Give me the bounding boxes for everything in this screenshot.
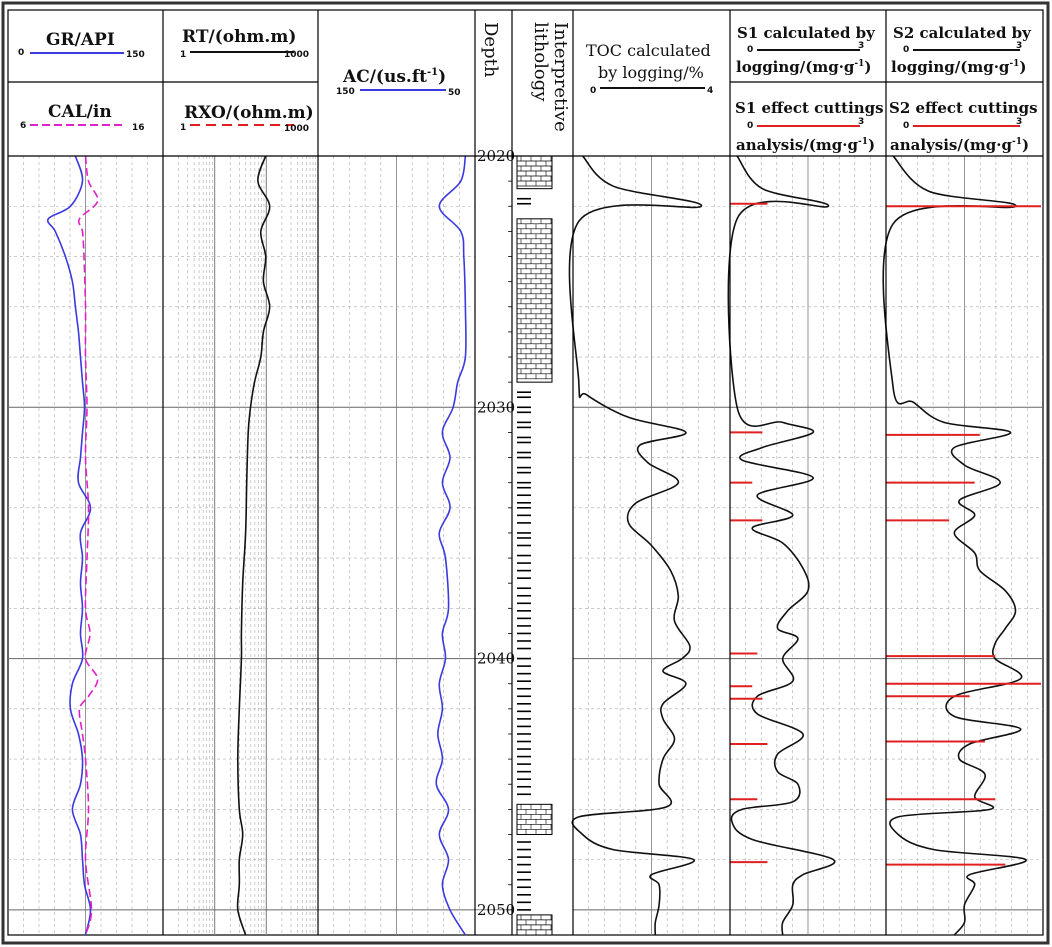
s2-title-2-sup: -1	[1009, 59, 1019, 69]
s2-curve	[882, 155, 1027, 936]
s1e-max: 3	[858, 117, 864, 127]
toc-min: 0	[590, 86, 596, 96]
s1-title-2: logging/(mg·g-1)	[736, 58, 872, 76]
s1-max: 3	[858, 41, 864, 51]
s1-title-1: S1 calculated by	[737, 24, 876, 42]
ac-max: 50	[448, 88, 461, 98]
gr-cal-curve	[46, 155, 92, 936]
s1-curve	[727, 155, 836, 936]
s2e-title-2-close: )	[1022, 136, 1029, 154]
s1e-min: 0	[747, 121, 753, 131]
s1-title-2-close: )	[864, 58, 871, 76]
s1e-title-2: analysis/(mg·g-1)	[736, 136, 875, 154]
s2-min: 0	[903, 45, 909, 55]
curve-layer	[46, 155, 1041, 936]
s2e-title-2-main: analysis/(mg·g	[890, 136, 1013, 154]
lithology-block	[516, 218, 553, 383]
s2e-min: 0	[903, 121, 909, 131]
s1-title-2-main: logging/(mg·g	[736, 58, 855, 76]
ac-label-sup: -1	[427, 67, 438, 78]
ac-label-end: )	[438, 67, 446, 87]
s1-min: 0	[747, 45, 753, 55]
ac-label-main: AC/(us.ft	[342, 67, 427, 87]
rt-max: 1000	[284, 50, 309, 60]
s2e-title-2: analysis/(mg·g-1)	[890, 136, 1029, 154]
s2-max: 3	[1016, 41, 1022, 51]
ac-min: 150	[336, 87, 355, 97]
rt-rxo-curve	[236, 155, 271, 936]
rxo-label: RXO/(ohm.m)	[184, 103, 314, 123]
ac-curve	[435, 155, 467, 936]
track-separators	[162, 10, 887, 935]
s2e-title-2-sup: -1	[1012, 137, 1022, 147]
toc-title-1: TOC calculated	[586, 41, 711, 60]
gr-label: GR/API	[46, 30, 115, 50]
cal-label: CAL/in	[48, 102, 112, 122]
s1e-title-2-close: )	[868, 136, 875, 154]
ac-label: AC/(us.ft-1)	[342, 67, 446, 87]
lithology-header-2: lithology	[530, 22, 551, 102]
lithology-header-1: Interpretive	[550, 22, 571, 132]
toc-title-2: by logging/%	[598, 63, 704, 82]
rxo-min: 1	[180, 123, 186, 133]
s2e-title-1: S2 effect cuttings	[889, 99, 1038, 117]
s2-title-2: logging/(mg·g-1)	[891, 58, 1027, 76]
rt-min: 1	[180, 50, 186, 60]
rxo-max: 1000	[284, 124, 309, 134]
s1e-title-2-main: analysis/(mg·g	[736, 136, 859, 154]
s2e-max: 3	[1016, 117, 1022, 127]
toc-curve	[568, 155, 703, 936]
gr-min: 0	[18, 48, 24, 58]
s2-title-1: S2 calculated by	[893, 24, 1032, 42]
s1e-title-1: S1 effect cuttings	[735, 99, 884, 117]
s2-title-2-main: logging/(mg·g	[891, 58, 1010, 76]
gr-max: 150	[126, 50, 145, 60]
s1-title-2-sup: -1	[854, 59, 864, 69]
cal-min: 6	[20, 121, 26, 131]
s1e-title-2-sup: -1	[858, 137, 868, 147]
s2-title-2-close: )	[1019, 58, 1026, 76]
rt-label: RT/(ohm.m)	[182, 27, 296, 47]
depth-header: Depth	[480, 22, 501, 78]
gr-cal-curve	[77, 155, 99, 936]
cal-max: 16	[132, 123, 145, 133]
toc-max: 4	[707, 86, 713, 96]
